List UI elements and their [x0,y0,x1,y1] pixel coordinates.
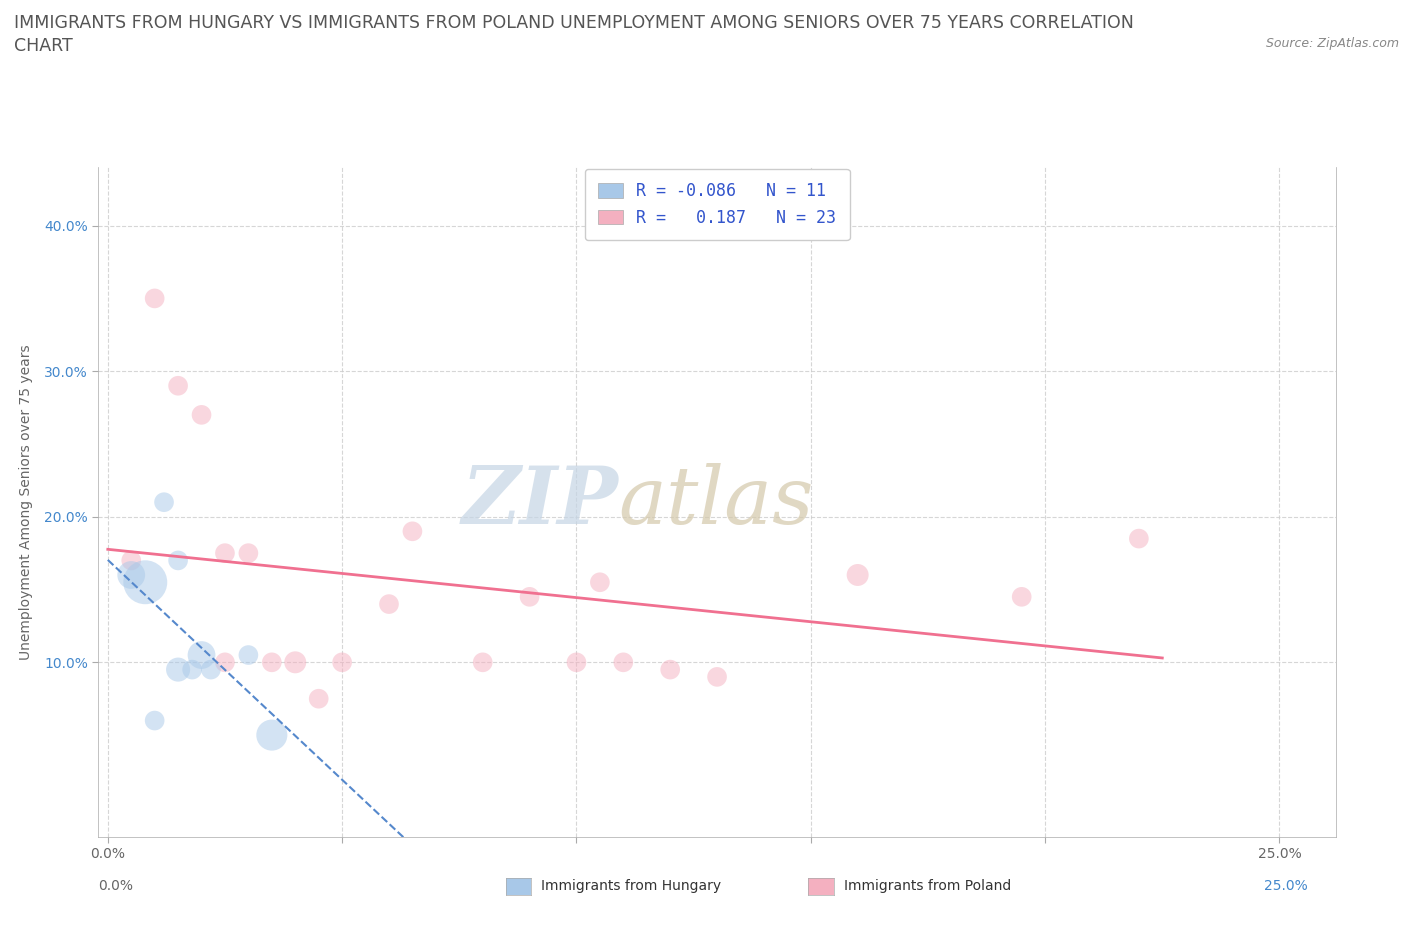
Point [1011,590,1033,604]
Point [167,379,190,393]
Text: atlas: atlas [619,463,814,541]
Text: Immigrants from Hungary: Immigrants from Hungary [541,879,721,893]
Point [846,567,869,582]
Text: 25.0%: 25.0% [1264,879,1308,893]
Point [238,546,260,561]
Point [167,662,190,677]
Point [181,662,204,677]
Point [120,553,142,568]
Point [214,546,236,561]
Point [143,713,166,728]
Legend: R = -0.086   N = 11, R =   0.187   N = 23: R = -0.086 N = 11, R = 0.187 N = 23 [585,169,849,240]
Point [378,597,401,612]
Point [190,407,212,422]
Text: 0.0%: 0.0% [98,879,134,893]
Point [120,567,142,582]
Point [284,655,307,670]
Point [134,575,156,590]
Point [143,291,166,306]
Point [659,662,682,677]
Point [308,691,330,706]
Text: Source: ZipAtlas.com: Source: ZipAtlas.com [1265,37,1399,50]
Point [260,727,283,742]
Text: Immigrants from Poland: Immigrants from Poland [844,879,1011,893]
Point [519,590,541,604]
Text: ZIP: ZIP [461,463,619,541]
Text: IMMIGRANTS FROM HUNGARY VS IMMIGRANTS FROM POLAND UNEMPLOYMENT AMONG SENIORS OVE: IMMIGRANTS FROM HUNGARY VS IMMIGRANTS FR… [14,14,1133,32]
Point [589,575,612,590]
Point [200,662,222,677]
Point [471,655,494,670]
Point [167,553,190,568]
Point [565,655,588,670]
Point [238,647,260,662]
Point [612,655,634,670]
Text: CHART: CHART [14,37,73,55]
Point [330,655,353,670]
Y-axis label: Unemployment Among Seniors over 75 years: Unemployment Among Seniors over 75 years [20,344,32,660]
Point [153,495,176,510]
Point [260,655,283,670]
Point [401,524,423,538]
Point [190,647,212,662]
Point [1128,531,1150,546]
Point [706,670,728,684]
Point [214,655,236,670]
